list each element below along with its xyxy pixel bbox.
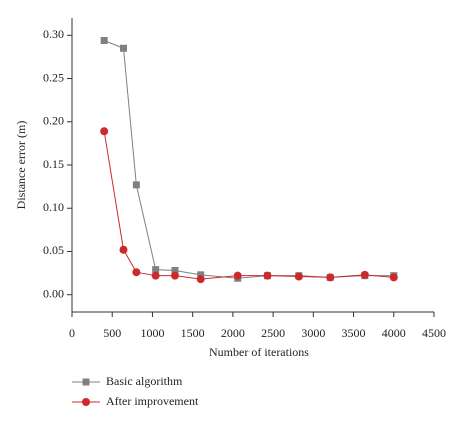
series-line: [103, 40, 394, 279]
data-point: [294, 272, 303, 281]
data-point: [197, 271, 205, 279]
data-point: [171, 266, 179, 274]
y-tick-label: 0.15: [43, 157, 64, 171]
legend-label: Basic algorithm: [106, 374, 183, 388]
x-tick-label: 2500: [261, 326, 285, 340]
x-tick-label: 3500: [342, 326, 366, 340]
x-tick-label: 4000: [382, 326, 406, 340]
data-point: [263, 271, 272, 280]
data-point: [233, 271, 242, 280]
x-tick-label: 0: [69, 326, 75, 340]
y-axis-label: Distance error (m): [14, 121, 28, 210]
data-point: [132, 181, 140, 189]
data-point: [152, 266, 160, 274]
x-tick-label: 4500: [422, 326, 446, 340]
data-point: [100, 36, 108, 44]
legend-marker: [82, 378, 90, 386]
legend-marker: [82, 398, 90, 406]
x-tick-label: 3000: [301, 326, 325, 340]
y-tick-label: 0.10: [43, 200, 64, 214]
data-point: [151, 271, 160, 280]
data-point: [132, 268, 141, 277]
y-tick-label: 0.30: [43, 27, 64, 41]
y-tick-label: 0.05: [43, 243, 64, 257]
data-point: [360, 270, 369, 279]
y-tick-label: 0.20: [43, 114, 64, 128]
y-tick-label: 0.25: [43, 70, 64, 84]
x-axis-label: Number of iterations: [209, 345, 309, 359]
data-point: [119, 44, 127, 52]
x-tick-label: 1000: [140, 326, 164, 340]
x-tick-label: 2000: [221, 326, 245, 340]
data-point: [119, 245, 128, 254]
series-line: [103, 131, 394, 280]
y-tick-label: 0.00: [43, 286, 64, 300]
legend-label: After improvement: [106, 394, 199, 408]
data-point: [170, 271, 179, 280]
data-point: [196, 275, 205, 284]
data-point: [326, 273, 335, 282]
x-tick-label: 500: [103, 326, 121, 340]
data-point: [389, 273, 398, 282]
x-tick-label: 1500: [181, 326, 205, 340]
data-point: [100, 127, 109, 136]
